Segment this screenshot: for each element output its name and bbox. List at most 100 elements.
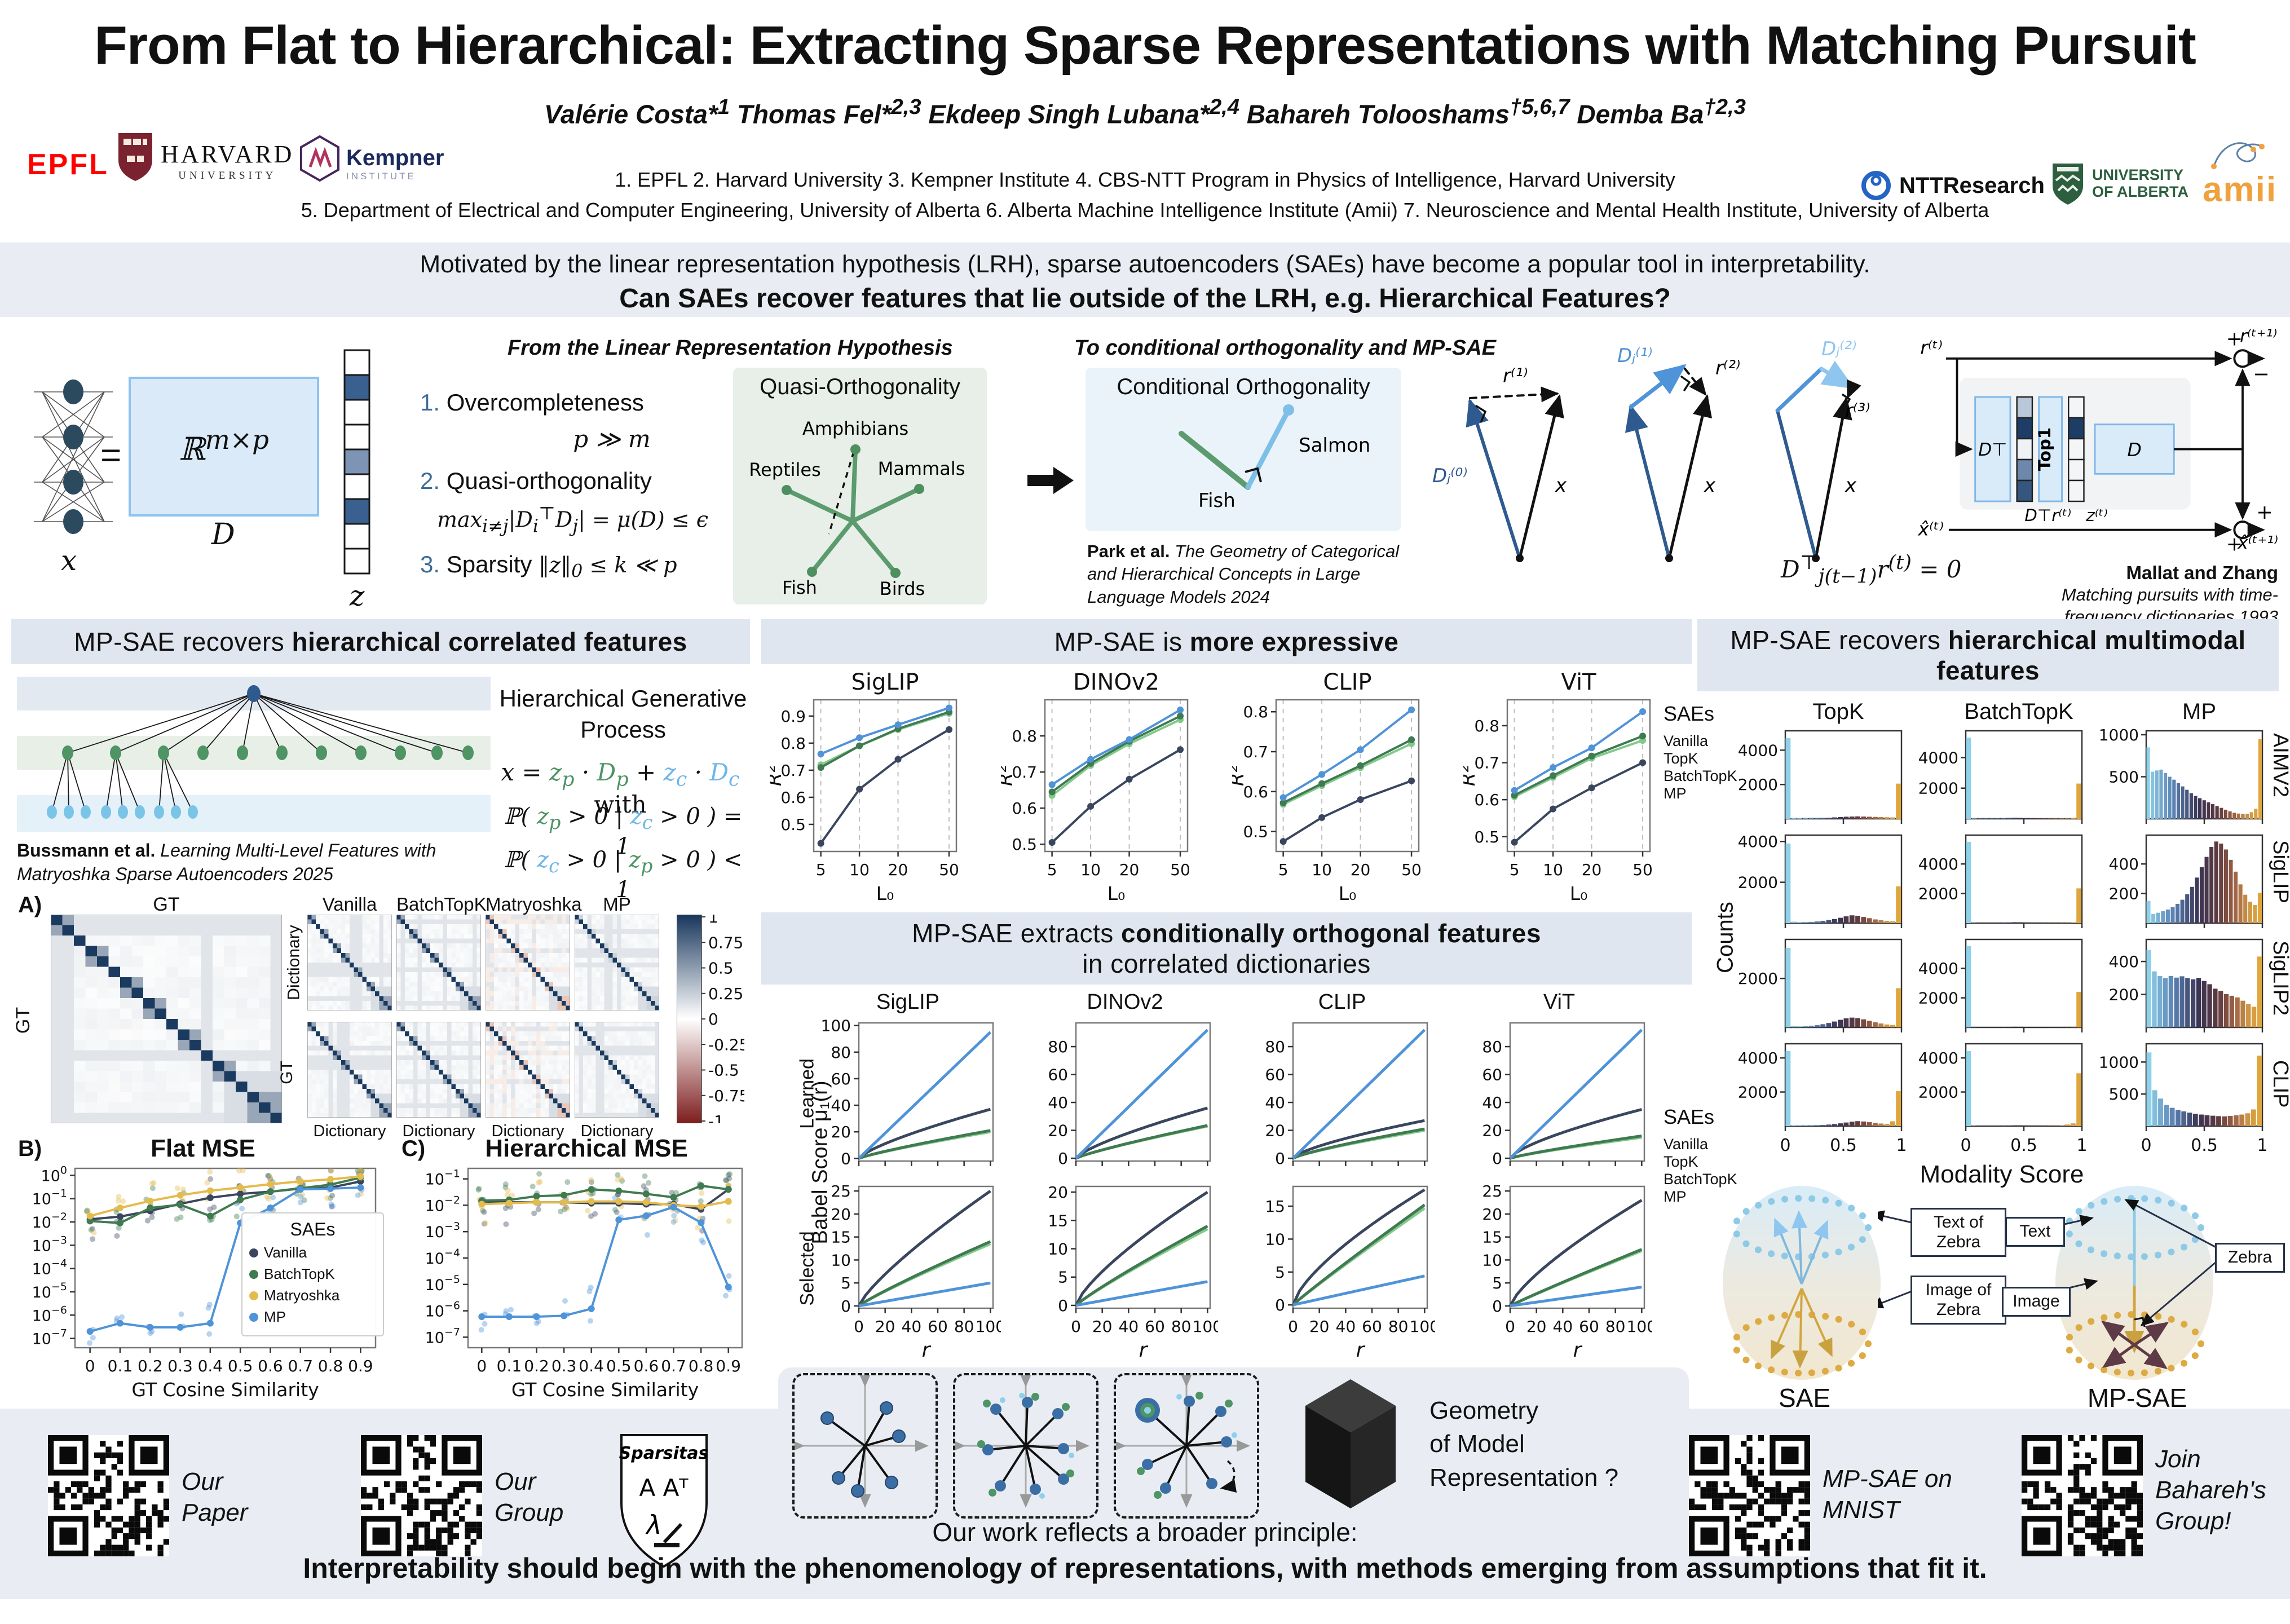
svg-text:0.7: 0.7 [288,1357,313,1375]
svg-text:5: 5 [1510,860,1520,879]
svg-text:20: 20 [831,1205,851,1224]
svg-text:20: 20 [1092,1317,1113,1336]
hist-mp-aimv2: 500 1000 [2098,726,2267,827]
svg-text:80: 80 [1171,1317,1192,1336]
svg-text:10: 10 [1265,1230,1285,1248]
svg-text:r: r [922,1339,932,1362]
block-plus3: + [2226,533,2243,555]
svg-text:100: 100 [1627,1317,1652,1336]
block-dtrt-label: D⊤r⁽ᵗ⁾ [2024,506,2071,525]
hist-batchtopk-clip: 2000 4000 0 0.5 1 [1917,1039,2088,1159]
svg-text:0.7: 0.7 [661,1357,686,1375]
svg-text:40: 40 [831,1096,851,1115]
svg-text:0: 0 [841,1297,851,1316]
svg-text:20: 20 [1482,1205,1502,1224]
z-vector-icon [343,349,370,575]
svg-text:ViT: ViT [1561,669,1596,695]
principle-line-1: Our work reflects a broader principle: [932,1517,1358,1547]
quasi-mammals-label: Mammals [878,458,965,479]
ualberta-logo: UNIVERSITY OF ALBERTA [2050,161,2188,206]
hist-topk-siglip2: 2000 [1737,935,1906,1035]
svg-text:2000: 2000 [1918,885,1958,903]
svg-text:10−1: 10−1 [425,1168,460,1189]
svg-text:0: 0 [854,1317,864,1336]
mp-features-diagram [1113,1374,1250,1508]
middle-section-header-1: MP-SAE is more expressive [761,619,1692,664]
r2-vit-chart: 5 10 20 50 0.5 0.6 0.7 0.8 ViT L₀ R² [1457,668,1658,908]
hist-row-siglip2: SigLIP2 [2269,941,2290,1016]
x-label: x [61,544,77,577]
svg-text:10−6: 10−6 [425,1300,460,1321]
svg-text:0.6: 0.6 [258,1357,283,1375]
quasi-title: Quasi-Orthogonality [760,374,960,399]
dict-x-label-2: Dictionary [402,1122,475,1140]
svg-text:10: 10 [1312,860,1332,879]
svg-text:10−7: 10−7 [32,1327,67,1348]
hist-mp-clip: 500 1000 0 0.5 1 [2098,1039,2268,1159]
svg-text:400: 400 [2109,855,2139,873]
right-section-header: MP-SAE recovers hierarchical multimodal … [1697,619,2279,691]
svg-text:0.5: 0.5 [1012,835,1037,854]
qr-our-paper [48,1435,169,1556]
babel-title-vit: ViT [1543,990,1576,1014]
affiliations-line-2: 5. Department of Electrical and Computer… [301,198,1989,222]
babel-learned-vit: 0 20 40 60 80 [1466,1015,1652,1176]
flat-mse-title: Flat MSE [151,1135,255,1162]
matching-pursuit-block-diagram: r⁽ᵗ⁾ + − D⊤ Top1 D D⊤r⁽ᵗ⁾ z⁽ᵗ⁾ x̂⁽ᵗ⁾ + + [1917,326,2278,555]
svg-text:0.6: 0.6 [780,788,806,807]
svg-text:4000: 4000 [1918,959,1958,978]
svg-text:60: 60 [831,1070,851,1088]
r2-dinov2-chart: 5 10 20 50 0.5 0.6 0.7 0.8 DINOv2 L₀ R² [995,668,1195,908]
r2-label: r⁽²⁾ [1715,357,1740,379]
svg-text:0.5: 0.5 [780,815,806,834]
svg-text:5: 5 [1278,860,1289,879]
orthogonality-equation: D⊤j(t−1)r(t) = 0 [1781,551,1962,588]
geometry-box-mp [1113,1373,1259,1519]
babel-learned-siglip: 0 20 40 60 80 100 [815,1015,1001,1176]
batchtopk-gt-heatmap [396,1021,482,1118]
svg-text:15: 15 [1048,1211,1068,1230]
svg-text:80: 80 [1048,1038,1068,1056]
principle-line-2: Interpretability should begin with the p… [303,1552,1987,1584]
svg-text:0.4: 0.4 [198,1357,223,1375]
mse-legend: SAEs Vanilla BatchTopK Matryoshka MP [241,1212,384,1336]
gt-heatmap [50,914,283,1124]
svg-text:1: 1 [708,915,718,926]
r3-label: r⁽³⁾ [1845,400,1870,422]
panel-b-label: B) [18,1136,42,1161]
svg-text:5: 5 [1047,860,1057,879]
dictionary-matrix-box: ℝm×p [129,377,319,517]
svg-text:50: 50 [939,860,959,879]
svg-text:80: 80 [1605,1317,1626,1336]
block-rt-label: r⁽ᵗ⁾ [1920,337,1943,359]
svg-text:0: 0 [1492,1149,1502,1168]
d-label: D [211,518,235,551]
hgp-equation: x = zp · Dp + zc · Dc with [501,758,740,819]
svg-text:r: r [1139,1339,1149,1362]
vanilla-gt-heatmap [307,1021,392,1118]
mallat-citation: Mallat and Zhang Matching pursuits with … [2061,562,2278,626]
svg-text:R²: R² [1463,765,1480,787]
flat-mse-chart: 0 0.1 0.2 0.3 0.4 0.5 0.6 0.7 0.8 0.9 100 10−1 10−2 1… [31,1160,383,1404]
svg-text:60: 60 [1362,1317,1382,1336]
svg-text:100: 100 [821,1017,851,1035]
quasi-fish-label: Fish [782,577,817,598]
mpsae-residual-diagram: r⁽¹⁾ Dⱼ⁽⁰⁾ x Dⱼ⁽¹⁾ r⁽²⁾ x Dⱼ⁽²⁾ r⁽³⁾ x [1432,338,1870,562]
svg-text:40: 40 [1265,1093,1285,1112]
svg-text:10−3: 10−3 [425,1220,460,1241]
r2-siglip-chart: 5 10 20 50 0.5 0.6 0.7 0.8 0.9 SigLIP L₀ R² [764,668,964,908]
matrix-col-mp: MP [603,894,631,915]
svg-text:0: 0 [1071,1317,1081,1336]
svg-text:L₀: L₀ [1339,882,1357,904]
svg-text:0.6: 0.6 [1012,799,1037,818]
hgp-prob1: ℙ( zp > 0 | zc > 0 ) = 1 [504,804,743,859]
qr-our-paper-label: Our Paper [182,1468,248,1526]
svg-text:10−5: 10−5 [425,1273,460,1294]
svg-text:25: 25 [831,1182,851,1201]
svg-text:5: 5 [1275,1263,1285,1282]
counts-y-label: Counts [1713,902,1738,973]
svg-text:0.4: 0.4 [579,1357,604,1375]
svg-text:L₀: L₀ [1108,882,1126,904]
left-section-header: MP-SAE recovers hierarchical correlated … [11,619,750,664]
hier-mse-chart: 0 0.1 0.2 0.3 0.4 0.5 0.6 0.7 0.8 0.9 10−1 10−2 10−3… [424,1160,750,1404]
